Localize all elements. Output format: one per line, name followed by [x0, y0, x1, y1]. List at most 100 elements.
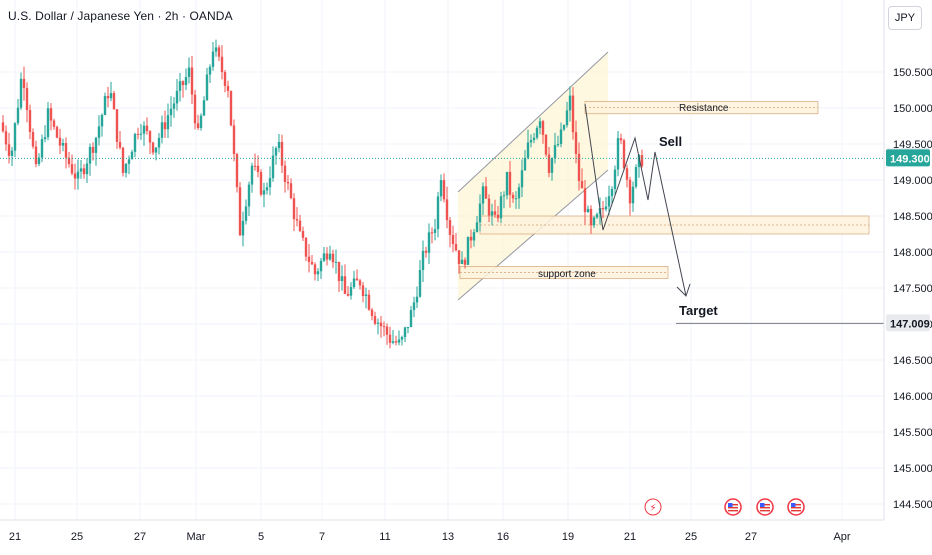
candle [424, 246, 428, 258]
candle [367, 290, 371, 311]
candle-body [463, 259, 467, 265]
candle-body [628, 179, 632, 204]
event-flash-icon[interactable]: ⚡ [644, 498, 662, 516]
candle [547, 146, 551, 178]
event-us-flag-icon[interactable] [787, 498, 805, 516]
candle [628, 176, 632, 216]
candle [433, 218, 437, 241]
candle-body [535, 127, 539, 138]
candle-body [244, 206, 248, 221]
flag-icon-stripe [728, 507, 738, 509]
candle-body [424, 250, 428, 253]
candle-body [139, 133, 143, 135]
candle-body [70, 164, 74, 174]
flag-icon-canton [728, 503, 733, 507]
candle [226, 80, 230, 98]
candle [481, 182, 485, 215]
candle [109, 81, 113, 102]
candle-body [391, 341, 395, 343]
candle [604, 196, 608, 212]
candle-body [565, 110, 569, 126]
candle [619, 133, 623, 145]
zones [459, 101, 870, 280]
candle-body [202, 100, 206, 116]
candle [124, 163, 128, 178]
currency-button[interactable]: JPY [888, 6, 922, 30]
candle-body [541, 121, 545, 135]
flag-icon-stripe [791, 507, 801, 509]
candle-body [184, 77, 188, 86]
candle [583, 180, 587, 225]
support-zone-label: support zone [538, 269, 596, 280]
candle-body [439, 180, 443, 197]
x-tick-label: 13 [442, 531, 454, 543]
candle-body [223, 72, 227, 86]
y-tick-label: 145.000 [893, 463, 932, 475]
candle-body [76, 171, 80, 179]
candle-body [496, 214, 500, 219]
candle [184, 68, 188, 91]
candle [556, 135, 560, 147]
event-us-flag-icon[interactable] [756, 498, 774, 516]
candle [52, 118, 56, 130]
candle [256, 155, 260, 178]
candle [10, 146, 14, 167]
candle-body [544, 134, 548, 155]
candle-body [259, 171, 263, 195]
candle-body [379, 322, 383, 327]
candle [418, 260, 422, 298]
candle [589, 205, 593, 234]
candle [334, 249, 338, 274]
event-us-flag-icon[interactable] [724, 498, 742, 516]
candle-body [625, 168, 629, 180]
candle [574, 120, 578, 164]
candle-body [601, 207, 605, 210]
candle [181, 80, 185, 98]
candle [472, 228, 476, 247]
candle [130, 149, 134, 160]
candle-body [493, 211, 497, 215]
candle-body [133, 133, 137, 152]
candle-body [367, 294, 371, 310]
candle [274, 146, 278, 165]
candle-body [265, 187, 269, 191]
candle [91, 142, 95, 161]
projection-path [584, 103, 687, 297]
candle-body [271, 155, 275, 179]
y-tick-label: 149.000 [893, 175, 932, 187]
candle [46, 102, 50, 141]
candle [340, 265, 344, 291]
candle-body [115, 109, 119, 142]
candle-body [160, 122, 164, 138]
flash-icon-glyph: ⚡ [649, 503, 656, 514]
candle [100, 113, 104, 137]
candle-body [403, 327, 407, 337]
candle [229, 90, 233, 127]
x-tick-label: 11 [379, 531, 390, 543]
candle [121, 146, 125, 177]
candle [88, 143, 92, 176]
candle-body [85, 163, 89, 175]
candle-body [7, 144, 11, 156]
candle [172, 97, 176, 118]
candle-body [82, 168, 86, 175]
candle-body [400, 336, 404, 340]
overlays: Resistance support zone Sell Target [0, 103, 884, 324]
candle-body [613, 169, 617, 189]
candle-body [502, 195, 506, 197]
candle [613, 165, 617, 195]
candle-body [298, 220, 302, 232]
candle [145, 117, 149, 135]
candle-body [94, 137, 98, 153]
candle-body [442, 180, 446, 200]
candle [247, 181, 251, 216]
candle-body [121, 147, 125, 173]
candle-body [4, 131, 8, 145]
candle-body [592, 217, 596, 226]
candle-body [604, 206, 608, 210]
candle [478, 194, 482, 232]
candle [250, 162, 254, 193]
candle [592, 216, 596, 229]
